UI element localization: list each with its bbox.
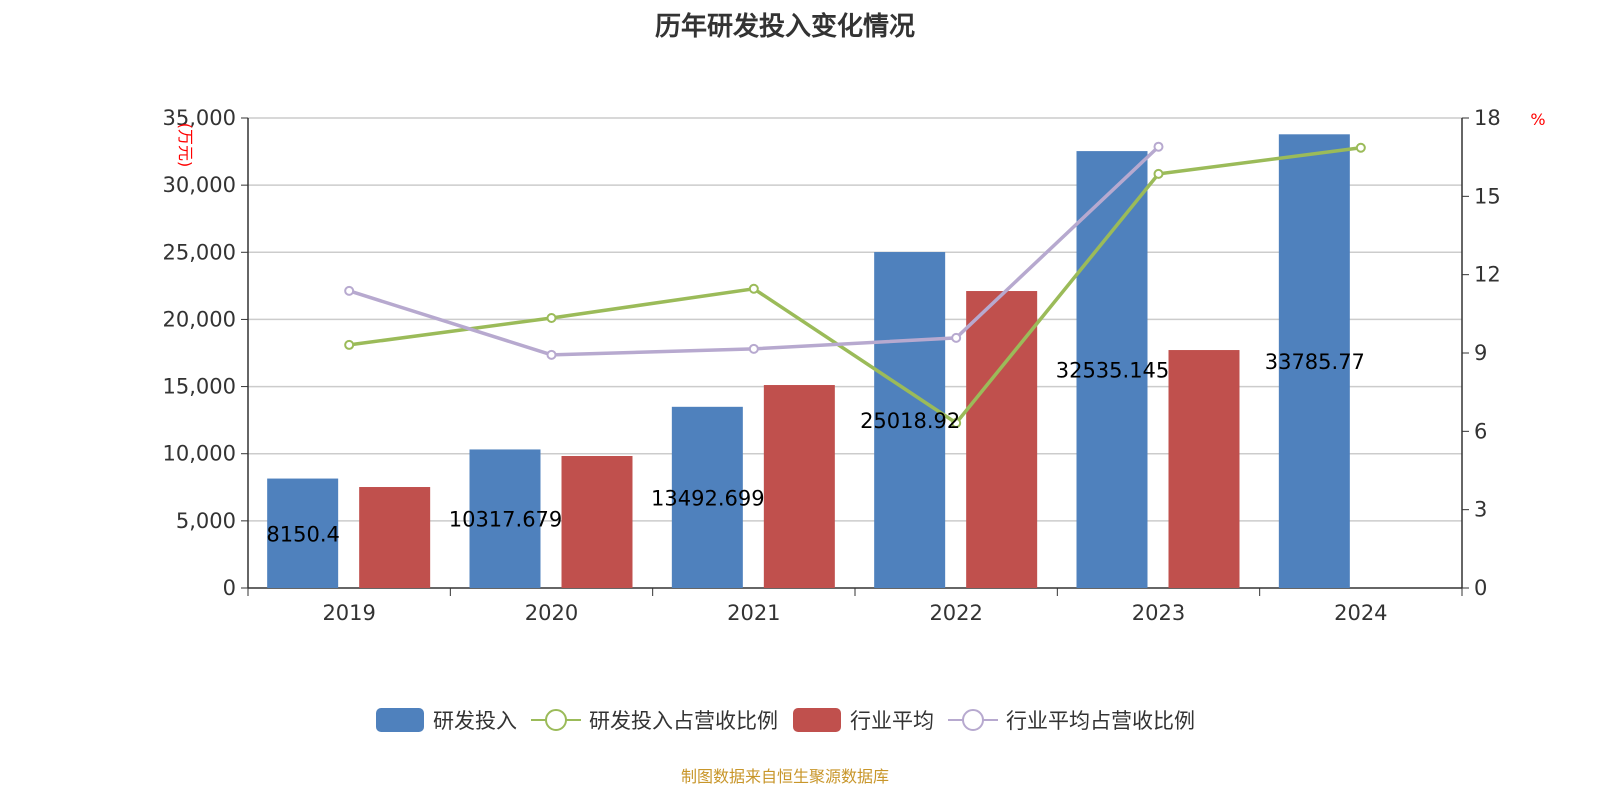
legend-item[interactable]: 行业平均	[792, 705, 934, 735]
bar-rd	[874, 252, 946, 588]
legend-label: 研发投入占营收比例	[589, 709, 778, 733]
y-tick-label: 0	[223, 576, 236, 600]
legend-bar-icon	[792, 707, 842, 733]
y-tick-label: 10,000	[163, 442, 236, 466]
legend-label: 行业平均占营收比例	[1006, 709, 1195, 733]
y2-tick-label: 15	[1474, 184, 1501, 208]
line-point	[1153, 141, 1164, 152]
data-label: 13492.699	[651, 486, 765, 510]
legend-line-icon	[948, 707, 998, 733]
x-tick-label: 2024	[1334, 601, 1387, 625]
bar-industry	[1168, 350, 1240, 588]
y2-tick-label: 6	[1474, 419, 1487, 443]
legend-item[interactable]: 研发投入	[375, 705, 517, 735]
line-point	[951, 332, 962, 343]
legend-label: 研发投入	[433, 709, 517, 733]
y-tick-label: 25,000	[163, 240, 236, 264]
y2-tick-label: 0	[1474, 576, 1487, 600]
x-tick-label: 2020	[525, 601, 578, 625]
y-tick-label: 20,000	[163, 307, 236, 331]
bar-rd	[267, 478, 339, 588]
data-label: 10317.679	[449, 508, 563, 532]
line-point	[344, 285, 355, 296]
bar-rd	[671, 406, 743, 588]
legend-item[interactable]: 研发投入占营收比例	[531, 705, 778, 735]
line-0	[348, 146, 1362, 426]
bar-industry	[763, 385, 835, 588]
bar-rd	[469, 449, 541, 588]
y2-tick-label: 18	[1474, 106, 1501, 130]
y2-tick-label: 3	[1474, 498, 1487, 522]
x-tick-label: 2023	[1132, 601, 1185, 625]
line-point	[546, 349, 557, 360]
y-tick-label: 15,000	[163, 375, 236, 399]
data-label: 32535.145	[1056, 359, 1170, 383]
line-point	[546, 313, 557, 324]
legend-item[interactable]: 行业平均占营收比例	[948, 705, 1195, 735]
y2-axis-label: %	[1530, 110, 1545, 129]
line-point	[748, 283, 759, 294]
line-point	[1153, 168, 1164, 179]
y-axis-label: (万元)	[176, 123, 195, 168]
chart-title: 历年研发投入变化情况	[654, 12, 915, 42]
data-label: 25018.92	[860, 409, 960, 433]
y-tick-label: 5,000	[176, 509, 236, 533]
footer-source: 制图数据来自恒生聚源数据库	[680, 767, 889, 786]
data-label: 8150.4	[266, 522, 339, 546]
line-point	[748, 343, 759, 354]
y-tick-label: 35,000	[163, 106, 236, 130]
line-point	[344, 339, 355, 350]
legend-label: 行业平均	[850, 709, 934, 733]
legend-bar-icon	[375, 707, 425, 733]
legend-line-icon	[531, 707, 581, 733]
bar-industry	[359, 487, 431, 588]
x-tick-label: 2019	[322, 601, 375, 625]
line-point	[951, 417, 962, 428]
legend: 研发投入 研发投入占营收比例 行业平均 行业平均占营收比例	[0, 705, 1570, 735]
line-point	[1355, 142, 1366, 153]
x-tick-label: 2021	[727, 601, 780, 625]
y2-tick-label: 9	[1474, 341, 1487, 365]
bar-rd	[1278, 134, 1350, 589]
bar-industry	[561, 455, 633, 588]
x-tick-label: 2022	[929, 601, 982, 625]
y-tick-label: 30,000	[163, 173, 236, 197]
y2-tick-label: 12	[1474, 263, 1501, 287]
bar-rd	[1076, 151, 1148, 588]
data-label: 33785.77	[1265, 350, 1365, 374]
